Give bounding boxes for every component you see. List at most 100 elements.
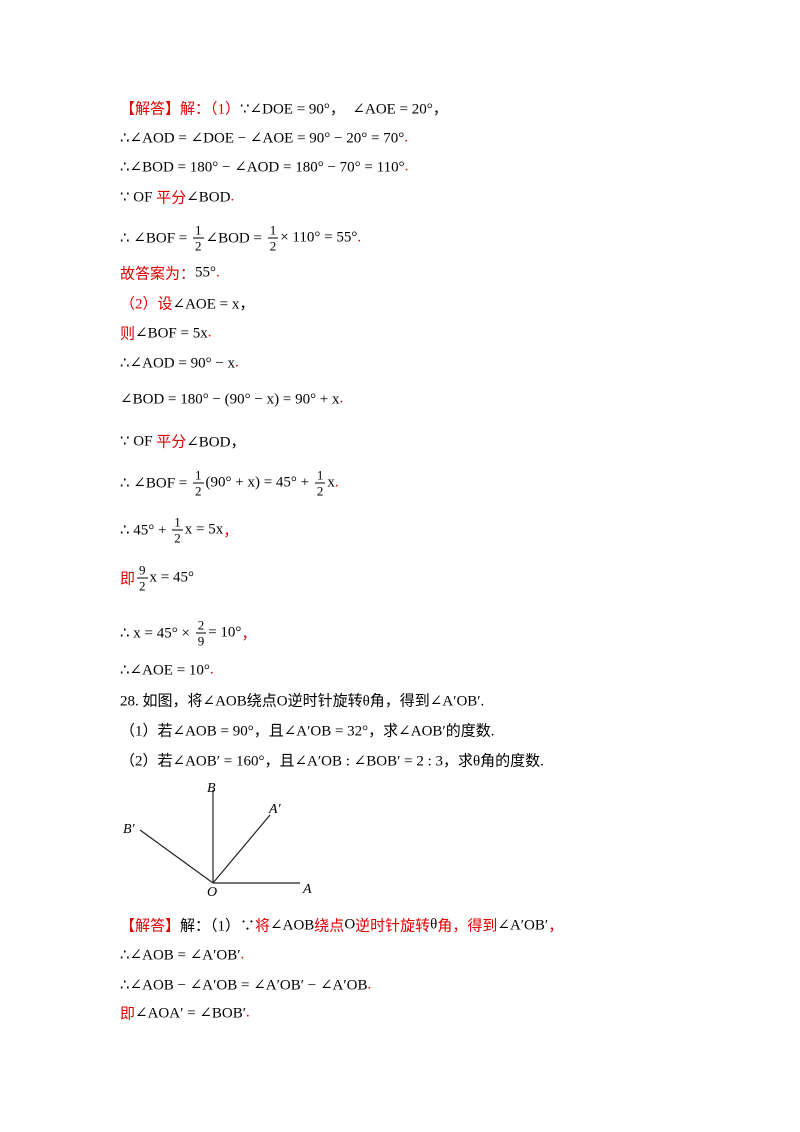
denominator: 2 xyxy=(195,483,202,499)
highlight-text: 即 xyxy=(120,1006,136,1023)
math-text: O xyxy=(344,916,356,933)
math-text: ∠BOF = 5x xyxy=(135,325,208,342)
highlight-text: . xyxy=(230,188,235,205)
highlight-text: . xyxy=(357,229,362,246)
math-text: （2）若∠AOB′ = 160°，且∠A′OB : ∠BOB′ = 2 : 3，… xyxy=(120,753,544,770)
math-text: ∴∠AOD = ∠DOE − ∠AOE = 90° − 20° = 70° xyxy=(120,130,405,147)
highlight-text: . xyxy=(339,390,344,407)
figure-label: A′ xyxy=(268,802,282,817)
highlight-text: 角，得到 xyxy=(437,918,498,935)
numerator: 9 xyxy=(137,562,148,579)
highlight-text: . xyxy=(235,354,239,371)
math-text: ∠AOE = x， xyxy=(172,296,255,313)
text-line: ∴∠BOD = 180° − ∠AOD = 180° − 70° = 110°. xyxy=(120,158,408,177)
highlight-text: . xyxy=(216,264,220,281)
math-text: ∴∠AOD = 90° − x xyxy=(120,355,236,372)
text-line: 28. 如图，将∠AOB绕点O逆时针旋转θ角，得到∠A′OB′. xyxy=(120,690,484,711)
math-text: ∴∠BOD = 180° − ∠AOD = 180° − 70° = 110° xyxy=(120,159,405,176)
figure-label: A xyxy=(302,882,312,897)
text-line: ∴ x = 45° × 2 9 = 10°， xyxy=(120,618,256,649)
math-text: ∴ x = 45° × xyxy=(120,625,194,642)
highlight-text: . xyxy=(246,1004,250,1021)
text-line: 则 ∠BOF = 5x. xyxy=(120,323,211,344)
text-line: 【解答】 解：（1）∵ 将 ∠AOB 绕点 O 逆时针旋转 θ 角，得到 ∠A′OB′， xyxy=(120,915,563,936)
highlight-text: . xyxy=(367,976,372,993)
math-text: x = 5x xyxy=(184,521,224,538)
figure: B A′ B′ O A xyxy=(123,781,312,900)
text-line: ∵ OF 平分 ∠BOD. xyxy=(120,187,234,208)
highlight-text: . xyxy=(334,474,339,491)
highlight-text: 【解答】 xyxy=(120,918,181,935)
text-line: 故答案为： 55°. xyxy=(120,263,220,284)
math-text: （1）若∠AOB = 90°，且∠A′OB = 32°，求∠AOB′的度数. xyxy=(120,723,495,740)
highlight-text: . xyxy=(404,158,409,175)
numerator: 1 xyxy=(172,514,183,531)
denominator: 2 xyxy=(195,238,202,254)
highlight-text: ， xyxy=(223,523,239,540)
math-text: × 110° = 55° xyxy=(280,229,358,246)
text-line: 【解答】解：（1） ∵∠DOE = 90°， ∠AOE = 20°， xyxy=(120,98,448,119)
math-text: = 10° xyxy=(208,624,242,641)
highlight-text: 平分 xyxy=(156,434,187,451)
figure-label: B′ xyxy=(123,822,136,837)
text-line: （2）设 ∠AOE = x， xyxy=(120,293,254,314)
math-text: ∠AOB xyxy=(270,917,315,934)
denominator: 2 xyxy=(174,530,181,546)
highlight-text: 绕点 xyxy=(314,918,345,935)
highlight-text: . xyxy=(207,324,212,341)
denominator: 9 xyxy=(197,633,205,649)
numerator: 1 xyxy=(193,222,204,239)
math-text: θ xyxy=(430,916,438,933)
numerator: 2 xyxy=(195,617,207,634)
math-text: x = 45° xyxy=(149,569,194,586)
math-text: ∠BOD xyxy=(186,189,231,206)
denominator: 2 xyxy=(269,238,277,254)
math-text: ∴∠AOB = ∠A′OB′ xyxy=(120,947,241,964)
highlight-text: 【解答】解：（1） xyxy=(120,101,241,118)
text-line: ∵ OF 平分 ∠BOD， xyxy=(120,431,245,452)
numerator: 1 xyxy=(193,467,204,484)
highlight-text: ， xyxy=(548,918,564,935)
numerator: 1 xyxy=(314,467,326,484)
highlight-text: . xyxy=(240,946,245,963)
highlight-text: （2）设 xyxy=(120,296,173,313)
math-text: ∴ ∠BOF = xyxy=(120,475,192,492)
highlight-text: 平分 xyxy=(156,190,187,207)
text-line: ∴ ∠BOF = 1 2 ∠BOD = 1 2 × 110° = 55°. xyxy=(120,223,361,254)
math-text: (90° + x) = 45° + xyxy=(205,474,313,491)
figure-label: B xyxy=(207,781,216,796)
math-text: 解：（1）∵ xyxy=(180,918,256,935)
highlight-text: 将 xyxy=(255,918,271,935)
math-text: ∠BOD = 180° − (90° − x) = 90° + x xyxy=(120,391,340,408)
math-text: ∠A′OB′ xyxy=(497,917,549,934)
numerator: 1 xyxy=(267,222,279,239)
figure-label: O xyxy=(207,885,217,900)
math-text: ∠AOA′ = ∠BOB′ xyxy=(135,1005,247,1022)
math-text: ∴∠AOE = 10° xyxy=(120,662,210,679)
highlight-text: ， xyxy=(241,626,257,643)
figure-lines xyxy=(139,790,300,884)
math-text: ∠BOD， xyxy=(186,434,246,451)
math-text: 28. 如图，将∠AOB绕点O逆时针旋转θ角，得到∠A′OB′. xyxy=(120,693,485,710)
text-line: ∠BOD = 180° − (90° − x) = 90° + x. xyxy=(120,390,343,409)
math-text: 55° xyxy=(195,264,217,281)
highlight-text: 故答案为： xyxy=(120,266,196,283)
highlight-text: . xyxy=(209,661,214,678)
math-text: ∴∠AOB − ∠A′OB = ∠A′OB′ − ∠A′OB xyxy=(120,977,368,994)
math-text: ∴ 45° + xyxy=(120,522,171,539)
text-line: ∴∠AOD = ∠DOE − ∠AOE = 90° − 20° = 70°. xyxy=(120,129,408,148)
text-line: ∴∠AOD = 90° − x. xyxy=(120,354,239,373)
text-line: ∴∠AOE = 10°. xyxy=(120,661,214,680)
highlight-text: . xyxy=(404,129,408,146)
text-line: ∴∠AOB − ∠A′OB = ∠A′OB′ − ∠A′OB. xyxy=(120,976,371,995)
highlight-text: 即 xyxy=(120,571,136,588)
text-line: （2）若∠AOB′ = 160°，且∠A′OB : ∠BOB′ = 2 : 3，… xyxy=(120,750,544,771)
